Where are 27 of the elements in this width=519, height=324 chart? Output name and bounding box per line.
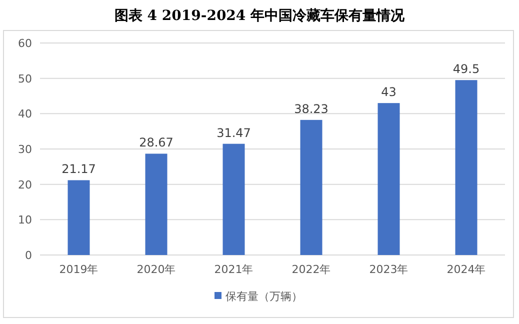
y-tick-label: 10	[18, 214, 32, 227]
bar	[378, 103, 400, 255]
y-tick-label: 0	[25, 249, 32, 262]
chart-title: 图表 4 2019-2024 年中国冷藏车保有量情况	[114, 7, 406, 24]
data-label: 31.47	[216, 126, 251, 140]
x-tick-label: 2023年	[369, 263, 408, 276]
data-label: 49.5	[452, 62, 480, 76]
bar	[68, 180, 90, 255]
y-tick-label: 60	[18, 37, 32, 50]
x-tick-label: 2024年	[446, 263, 486, 276]
y-tick-label: 50	[18, 72, 32, 86]
data-label: 21.17	[62, 162, 96, 176]
y-tick-label: 20	[18, 178, 32, 192]
x-tick-label: 2020年	[136, 263, 176, 276]
data-label: 38.23	[294, 102, 328, 116]
legend-label: 保有量（万辆）	[226, 290, 302, 303]
data-label: 43	[381, 85, 396, 100]
bar	[455, 80, 478, 255]
data-label: 28.67	[139, 136, 174, 150]
y-tick-label: 40	[18, 108, 32, 121]
bar	[145, 154, 168, 255]
x-tick-label: 2022年	[292, 263, 331, 276]
x-tick-label: 2019年	[59, 263, 98, 276]
bar	[300, 120, 322, 255]
bar	[222, 144, 245, 255]
x-tick-label: 2021年	[214, 263, 254, 276]
y-tick-label: 30	[18, 143, 32, 156]
